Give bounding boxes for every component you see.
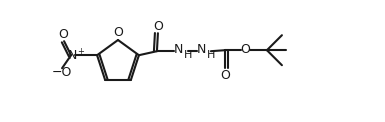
Text: N: N (174, 43, 184, 56)
Text: −O: −O (52, 66, 72, 79)
Text: O: O (58, 28, 68, 41)
Text: O: O (153, 20, 163, 33)
Text: H: H (207, 50, 215, 60)
Text: N: N (67, 49, 77, 62)
Text: O: O (113, 26, 123, 40)
Text: H: H (184, 50, 192, 60)
Text: O: O (220, 69, 230, 82)
Text: N: N (197, 43, 207, 56)
Text: O: O (240, 43, 250, 56)
Text: +: + (77, 47, 84, 56)
